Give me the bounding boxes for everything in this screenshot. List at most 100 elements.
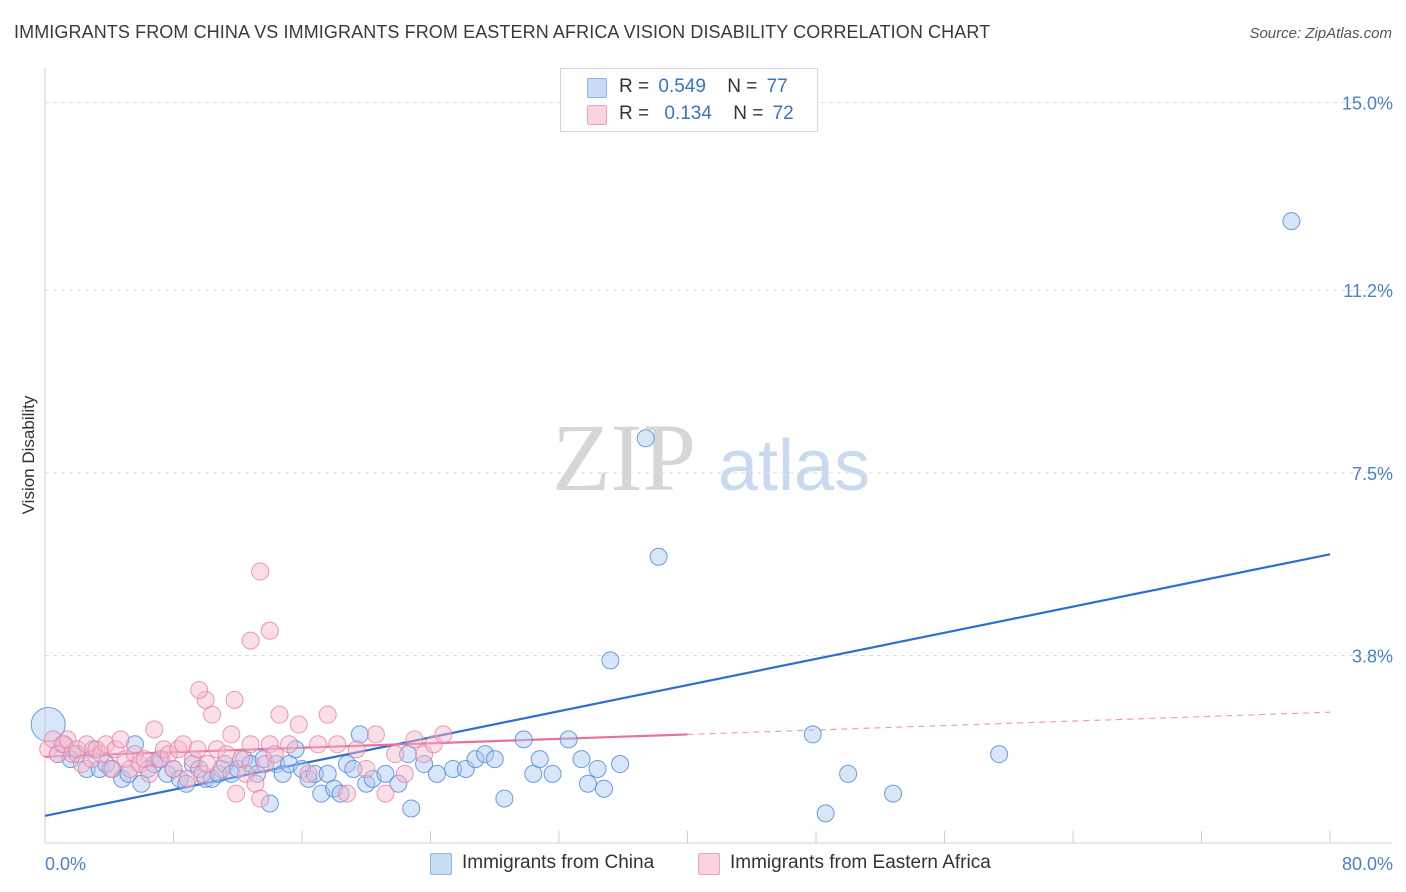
watermark-zip: ZIP xyxy=(552,404,696,511)
point-eastern-africa xyxy=(289,715,308,734)
point-china xyxy=(30,707,66,743)
point-eastern-africa xyxy=(159,745,178,764)
watermark: ZIP atlas xyxy=(552,404,870,511)
legend-swatch-china xyxy=(587,78,607,98)
point-eastern-africa xyxy=(150,750,169,769)
point-eastern-africa xyxy=(225,690,244,709)
point-eastern-africa xyxy=(174,735,193,754)
point-eastern-africa xyxy=(154,740,173,759)
point-china xyxy=(399,745,418,764)
legend-n-value-china: 77 xyxy=(766,76,788,97)
point-china xyxy=(495,789,514,808)
point-eastern-africa xyxy=(135,750,154,769)
point-eastern-africa xyxy=(227,784,246,803)
chart-title: IMMIGRANTS FROM CHINA VS IMMIGRANTS FROM… xyxy=(14,22,991,42)
point-eastern-africa xyxy=(125,745,144,764)
point-china xyxy=(427,764,446,783)
bottom-legend-swatch-eastern-africa xyxy=(698,853,720,875)
point-eastern-africa xyxy=(196,690,215,709)
point-eastern-africa xyxy=(260,621,279,640)
point-china xyxy=(524,764,543,783)
point-eastern-africa xyxy=(68,740,87,759)
legend-n-value-eastern-africa: 72 xyxy=(772,103,794,124)
point-eastern-africa xyxy=(183,750,202,769)
correlation-legend: R = 0.549 N = 77 R = 0.134 N = 72 xyxy=(560,68,818,132)
point-eastern-africa xyxy=(299,764,318,783)
point-china xyxy=(884,784,903,803)
point-china xyxy=(611,755,630,774)
point-china xyxy=(350,725,369,744)
point-china xyxy=(803,725,822,744)
point-eastern-africa xyxy=(260,735,279,754)
point-eastern-africa xyxy=(328,735,347,754)
point-eastern-africa xyxy=(405,730,424,749)
legend-r-value-china: 0.549 xyxy=(658,76,706,97)
point-china xyxy=(331,784,350,803)
x-tick-label: 0.0% xyxy=(45,854,86,874)
point-eastern-africa xyxy=(309,735,328,754)
point-china xyxy=(273,764,292,783)
point-eastern-africa xyxy=(140,764,159,783)
x-tick-label: 80.0% xyxy=(1342,854,1393,874)
point-eastern-africa xyxy=(198,755,217,774)
point-eastern-africa xyxy=(265,745,284,764)
point-eastern-africa xyxy=(280,735,299,754)
trend-line-eastern-africa xyxy=(44,733,688,758)
point-eastern-africa xyxy=(188,740,207,759)
point-eastern-africa xyxy=(241,631,260,650)
trend-line-eastern-africa-extension xyxy=(687,711,1331,736)
point-eastern-africa xyxy=(366,725,385,744)
point-china xyxy=(476,745,495,764)
point-eastern-africa xyxy=(415,745,434,764)
point-eastern-africa xyxy=(111,730,130,749)
trend-line-china xyxy=(44,553,1331,817)
point-china xyxy=(649,547,668,566)
bottom-legend-swatch-china xyxy=(430,853,452,875)
point-eastern-africa xyxy=(386,745,405,764)
point-china xyxy=(344,759,363,778)
point-eastern-africa xyxy=(318,705,337,724)
point-eastern-africa xyxy=(72,755,91,774)
point-eastern-africa xyxy=(121,759,140,778)
legend-swatch-eastern-africa xyxy=(587,105,607,125)
point-china xyxy=(601,651,620,670)
point-eastern-africa xyxy=(145,720,164,739)
point-eastern-africa xyxy=(337,784,356,803)
series-china xyxy=(30,212,1301,823)
point-eastern-africa xyxy=(376,784,395,803)
point-eastern-africa xyxy=(236,764,255,783)
y-tick-label: 7.5% xyxy=(1352,464,1393,484)
point-eastern-africa xyxy=(395,764,414,783)
source-label: Source: ZipAtlas.com xyxy=(1249,25,1392,42)
point-eastern-africa xyxy=(270,705,289,724)
point-china xyxy=(389,774,408,793)
point-eastern-africa xyxy=(164,759,183,778)
point-eastern-africa xyxy=(87,740,106,759)
point-eastern-africa xyxy=(116,750,135,769)
point-china xyxy=(443,759,462,778)
axes xyxy=(44,68,1392,844)
point-eastern-africa xyxy=(101,759,120,778)
point-eastern-africa xyxy=(39,740,58,759)
point-china xyxy=(466,750,485,769)
point-china xyxy=(578,774,597,793)
point-china xyxy=(125,735,144,754)
point-eastern-africa xyxy=(424,735,443,754)
y-tick-label: 3.8% xyxy=(1352,646,1393,666)
point-china xyxy=(305,764,324,783)
point-eastern-africa xyxy=(97,735,116,754)
point-china xyxy=(485,750,504,769)
point-eastern-africa xyxy=(212,759,231,778)
bottom-legend-label-eastern-africa: Immigrants from Eastern Africa xyxy=(730,852,991,873)
y-tick-label: 11.2% xyxy=(1343,281,1393,301)
point-eastern-africa xyxy=(106,740,125,759)
point-eastern-africa xyxy=(44,730,63,749)
point-china xyxy=(415,755,434,774)
point-eastern-africa xyxy=(92,745,111,764)
point-eastern-africa xyxy=(256,755,275,774)
watermark-atlas: atlas xyxy=(718,426,870,506)
grid xyxy=(45,102,1392,656)
legend-r-value-eastern-africa: 0.134 xyxy=(664,103,712,124)
point-eastern-africa xyxy=(207,740,226,759)
